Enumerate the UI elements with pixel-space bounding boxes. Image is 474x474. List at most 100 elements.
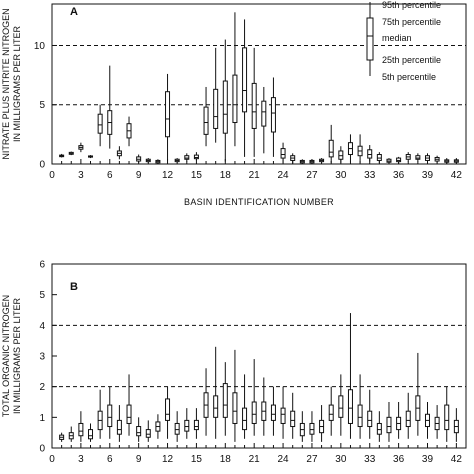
box-basin-39: [424, 153, 430, 163]
box-basin-8: [126, 374, 132, 436]
interquartile-box: [116, 419, 122, 435]
interquartile-box: [97, 113, 103, 134]
x-tick-label: 12: [162, 454, 174, 465]
panel-b-reference-lines: [52, 324, 466, 388]
interquartile-box: [357, 404, 363, 428]
interquartile-box: [376, 422, 382, 435]
y-tick-label: 10: [34, 41, 46, 52]
box-basin-1: [59, 153, 65, 158]
interquartile-box: [184, 419, 190, 432]
y-tick-label: 0: [39, 444, 45, 455]
interquartile-box: [184, 155, 190, 160]
box-basin-25: [290, 153, 296, 164]
x-tick-label: 0: [49, 170, 55, 181]
box-basin-25: [290, 392, 296, 439]
box-basin-27: [309, 411, 315, 442]
interquartile-box: [251, 82, 257, 129]
interquartile-box: [107, 404, 113, 428]
x-tick-label: 24: [278, 454, 290, 465]
interquartile-box: [88, 429, 94, 440]
box-basin-17: [213, 47, 219, 143]
interquartile-box: [213, 88, 219, 129]
panel-a-y-axis-label-line-2: IN MILLIGRAMS PER LITER: [12, 25, 22, 142]
interquartile-box: [222, 383, 228, 418]
panel-a-x-axis-label: BASIN IDENTIFICATION NUMBER: [184, 197, 334, 207]
interquartile-box: [232, 74, 238, 124]
box-basin-3: [78, 411, 84, 442]
x-tick-label: 39: [422, 454, 434, 465]
y-tick-label: 5: [39, 100, 45, 111]
interquartile-box: [193, 154, 199, 160]
panel-b-y-ticks: 0 1 2 3 4 5 6: [39, 260, 57, 455]
interquartile-box: [126, 404, 132, 424]
interquartile-box: [136, 426, 142, 437]
box-basin-10: [145, 420, 151, 442]
x-tick-label: 15: [191, 170, 203, 181]
box-basin-19: [232, 12, 238, 147]
x-tick-label: 18: [220, 170, 232, 181]
box-basin-20: [242, 374, 248, 439]
x-tick-label: 27: [306, 170, 318, 181]
box-basin-42: [453, 408, 459, 442]
x-tick-label: 6: [107, 170, 113, 181]
box-basin-37: [405, 152, 411, 162]
legend-label-5th-percentile: 5th percentile: [382, 72, 436, 82]
interquartile-box: [213, 395, 219, 418]
box-basin-3: [78, 142, 84, 153]
box-basin-15: [193, 152, 199, 161]
panel-a-y-axis-label-line-1: NITRATE PLUS NITRITE NITROGEN: [1, 8, 11, 159]
interquartile-box: [145, 429, 151, 438]
box-basin-29: [328, 124, 334, 163]
interquartile-box: [242, 47, 248, 113]
interquartile-box: [290, 410, 296, 428]
interquartile-box: [328, 139, 334, 158]
box-basin-13: [174, 158, 180, 163]
box-basin-2: [68, 426, 74, 442]
y-tick-label: 2: [39, 382, 45, 393]
box-basin-24: [280, 142, 286, 163]
interquartile-box: [270, 97, 276, 133]
box-basin-31: [347, 313, 353, 439]
x-tick-label: 24: [278, 170, 290, 181]
interquartile-box: [444, 404, 450, 431]
x-tick-label: 39: [422, 170, 434, 181]
box-basin-6: [107, 65, 113, 149]
x-tick-label: 6: [107, 454, 113, 465]
box-basin-13: [174, 411, 180, 442]
box-basin-11: [155, 159, 161, 164]
interquartile-box: [242, 407, 248, 431]
box-basin-16: [203, 86, 209, 147]
y-tick-label: 4: [39, 321, 45, 332]
box-basin-38: [415, 352, 421, 436]
x-tick-label: 12: [162, 170, 174, 181]
interquartile-box: [270, 404, 276, 421]
x-tick-label: 33: [364, 170, 376, 181]
x-tick-label: 9: [136, 454, 142, 465]
interquartile-box: [386, 416, 392, 434]
box-basin-34: [376, 411, 382, 442]
box-basin-7: [116, 405, 122, 442]
interquartile-box: [415, 155, 421, 160]
interquartile-box: [193, 419, 199, 431]
box-basin-5: [97, 389, 103, 439]
box-basin-22: [261, 86, 267, 154]
x-tick-label: 36: [393, 454, 405, 465]
box-basin-32: [357, 134, 363, 163]
box-basin-36: [396, 402, 402, 439]
box-basin-23: [270, 386, 276, 436]
y-tick-label: 3: [39, 352, 45, 363]
box-basin-18: [222, 39, 228, 162]
y-tick-label: 6: [39, 260, 45, 271]
interquartile-box: [309, 422, 315, 435]
box-basin-11: [155, 414, 161, 439]
interquartile-box: [328, 404, 334, 421]
y-tick-label: 0: [39, 160, 45, 171]
x-tick-label: 3: [78, 170, 84, 181]
box-basin-42: [453, 158, 459, 164]
x-tick-label: 42: [451, 454, 463, 465]
x-tick-label: 30: [335, 170, 347, 181]
box-basin-12: [165, 386, 171, 439]
box-basin-36: [396, 156, 402, 164]
box-basin-26: [299, 159, 305, 164]
box-basin-14: [184, 408, 190, 439]
